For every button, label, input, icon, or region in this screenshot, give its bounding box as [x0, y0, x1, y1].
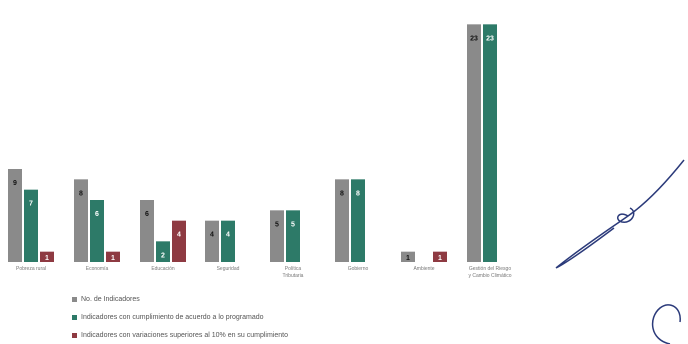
bar	[286, 210, 300, 262]
legend-swatch	[72, 314, 77, 320]
x-tick-label: Seguridad	[217, 266, 240, 272]
data-label: 4	[210, 232, 214, 239]
data-label: 2	[161, 252, 165, 259]
legend-swatch	[72, 296, 77, 302]
data-label: 8	[79, 190, 83, 197]
x-tick-label: Educación	[151, 266, 175, 272]
data-label: 1	[406, 255, 410, 262]
bar	[40, 251, 54, 262]
bar	[90, 200, 104, 262]
data-label: 23	[470, 35, 478, 42]
data-label: 9	[13, 180, 17, 187]
signature-loop	[651, 304, 681, 344]
bar	[140, 200, 154, 262]
bar	[106, 251, 120, 262]
bar	[8, 169, 22, 262]
data-label: 1	[111, 255, 115, 262]
data-label: 5	[291, 221, 295, 228]
x-tick-label: Tributaria	[283, 273, 304, 279]
data-label: 1	[45, 255, 49, 262]
x-tick-labels: Pobreza rural Economía Educación Seguridad P…	[16, 266, 512, 279]
bar	[172, 220, 186, 262]
bar	[467, 24, 481, 263]
x-tick-label: Gobierno	[348, 266, 369, 272]
legend-swatch	[72, 332, 77, 338]
x-tick-label: y Cambio Climático	[468, 273, 511, 279]
x-tick-label: Política	[285, 266, 302, 272]
legend-label: No. de Indicadores	[81, 295, 140, 303]
signature-scribble	[555, 159, 685, 269]
bar	[433, 251, 447, 262]
bar	[24, 189, 38, 262]
data-label: 23	[486, 35, 494, 42]
bar	[401, 251, 415, 262]
bar	[270, 210, 284, 262]
data-label: 4	[226, 232, 230, 239]
x-tick-label: Gestión del Riesgo	[469, 266, 511, 272]
legend-label: Indicadores con variaciones superiores a…	[81, 331, 288, 339]
data-label: 4	[177, 232, 181, 239]
legend-entry: Indicadores con variaciones superiores a…	[72, 326, 492, 344]
x-tick-label: Ambiente	[413, 266, 434, 272]
x-tick-label: Economía	[86, 266, 109, 272]
data-label: 1	[438, 255, 442, 262]
legend: No. de Indicadores Indicadores con cumpl…	[72, 290, 492, 344]
bar	[221, 220, 235, 262]
legend-label: Indicadores con cumplimiento de acuerdo …	[81, 313, 264, 321]
bars-group: 9 7 1 8 6 1 6 2 4 4 4 5 5 8 8 1 1 23 23	[8, 24, 497, 263]
data-label: 6	[95, 211, 99, 218]
data-label: 8	[340, 190, 344, 197]
legend-entry: No. de Indicadores	[72, 290, 492, 308]
bar	[483, 24, 497, 263]
x-tick-label: Pobreza rural	[16, 266, 46, 272]
bar	[351, 179, 365, 262]
bar	[74, 179, 88, 262]
bar	[205, 220, 219, 262]
data-label: 7	[29, 201, 33, 208]
data-label: 5	[275, 221, 279, 228]
bar	[156, 241, 170, 262]
bar	[335, 179, 349, 262]
data-label: 8	[356, 190, 360, 197]
legend-entry: Indicadores con cumplimiento de acuerdo …	[72, 308, 492, 326]
data-label: 6	[145, 211, 149, 218]
